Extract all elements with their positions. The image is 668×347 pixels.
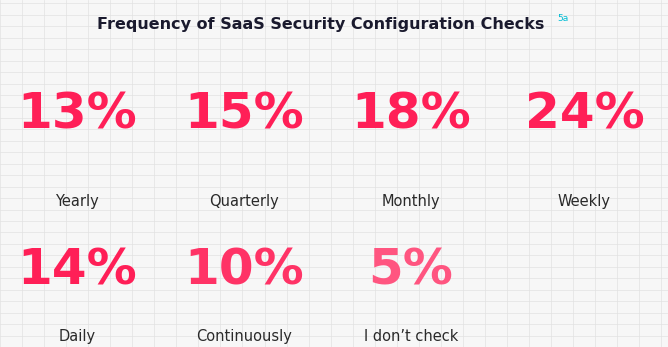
Text: Daily: Daily bbox=[58, 329, 96, 344]
Text: 18%: 18% bbox=[351, 91, 471, 138]
Text: 5%: 5% bbox=[368, 247, 454, 295]
Text: 24%: 24% bbox=[524, 91, 645, 138]
Text: Continuously: Continuously bbox=[196, 329, 292, 344]
Text: Monthly: Monthly bbox=[381, 194, 440, 209]
Text: Weekly: Weekly bbox=[558, 194, 611, 209]
Text: Quarterly: Quarterly bbox=[209, 194, 279, 209]
Text: 5a: 5a bbox=[558, 14, 569, 23]
Text: I don’t check: I don’t check bbox=[363, 329, 458, 344]
Text: 10%: 10% bbox=[184, 247, 304, 295]
Text: Yearly: Yearly bbox=[55, 194, 99, 209]
Text: 15%: 15% bbox=[184, 91, 304, 138]
Text: 13%: 13% bbox=[17, 91, 137, 138]
Text: 14%: 14% bbox=[17, 247, 137, 295]
Text: Frequency of SaaS Security Configuration Checks: Frequency of SaaS Security Configuration… bbox=[97, 17, 544, 32]
